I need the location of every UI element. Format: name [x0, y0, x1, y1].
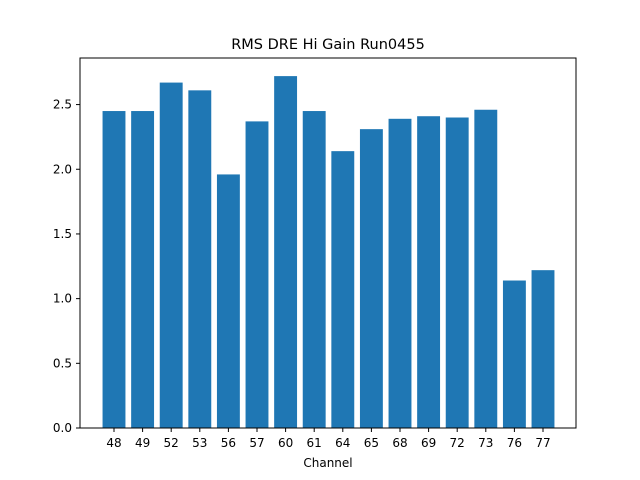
bar-channel-77	[531, 270, 555, 428]
bar-channel-73	[474, 109, 498, 428]
y-tick-label: 1.0	[53, 292, 72, 306]
x-tick-label: 53	[192, 436, 207, 450]
chart-title: RMS DRE Hi Gain Run0455	[231, 37, 425, 53]
x-tick-label: 57	[249, 436, 264, 450]
x-axis: 48 49 52 53 56 57 60 61 64 65 68 69 72 73 76 77	[106, 428, 551, 450]
bar-channel-72	[445, 117, 469, 428]
y-tick-label: 2.5	[53, 98, 72, 112]
bar-channel-48	[102, 111, 126, 428]
bar-channel-49	[131, 111, 155, 428]
bar-channel-57	[245, 121, 269, 428]
y-tick-label: 0.0	[53, 421, 72, 435]
y-tick-label: 2.0	[53, 162, 72, 176]
x-tick-label: 60	[278, 436, 293, 450]
bar-channel-65	[359, 129, 383, 428]
bar-channel-56	[216, 174, 240, 428]
y-tick-label: 1.5	[53, 227, 72, 241]
x-tick-label: 68	[392, 436, 407, 450]
x-tick-label: 72	[450, 436, 465, 450]
bars-group	[102, 76, 555, 429]
bar-channel-76	[502, 280, 526, 428]
x-tick-label: 49	[135, 436, 150, 450]
x-tick-label: 73	[478, 436, 493, 450]
plot-frame	[79, 57, 577, 429]
bar-channel-60	[274, 76, 298, 429]
y-axis: 0.0 0.5 1.0 1.5 2.0 2.5	[53, 98, 80, 435]
y-tick-label: 0.5	[53, 356, 72, 370]
bar-channel-52	[159, 82, 183, 428]
x-tick-label: 76	[507, 436, 522, 450]
bar-channel-64	[331, 151, 355, 428]
x-tick-label: 56	[221, 436, 236, 450]
x-tick-label: 48	[106, 436, 121, 450]
x-tick-label: 69	[421, 436, 436, 450]
bar-channel-68	[388, 118, 412, 429]
bar-channel-61	[302, 111, 326, 428]
bar-channel-69	[417, 116, 441, 428]
x-tick-label: 65	[364, 436, 379, 450]
x-axis-title: Channel	[303, 456, 352, 470]
x-tick-label: 77	[535, 436, 550, 450]
bar-channel-53	[188, 90, 212, 428]
x-tick-label: 64	[335, 436, 350, 450]
x-tick-label: 52	[164, 436, 179, 450]
x-tick-label: 61	[307, 436, 322, 450]
